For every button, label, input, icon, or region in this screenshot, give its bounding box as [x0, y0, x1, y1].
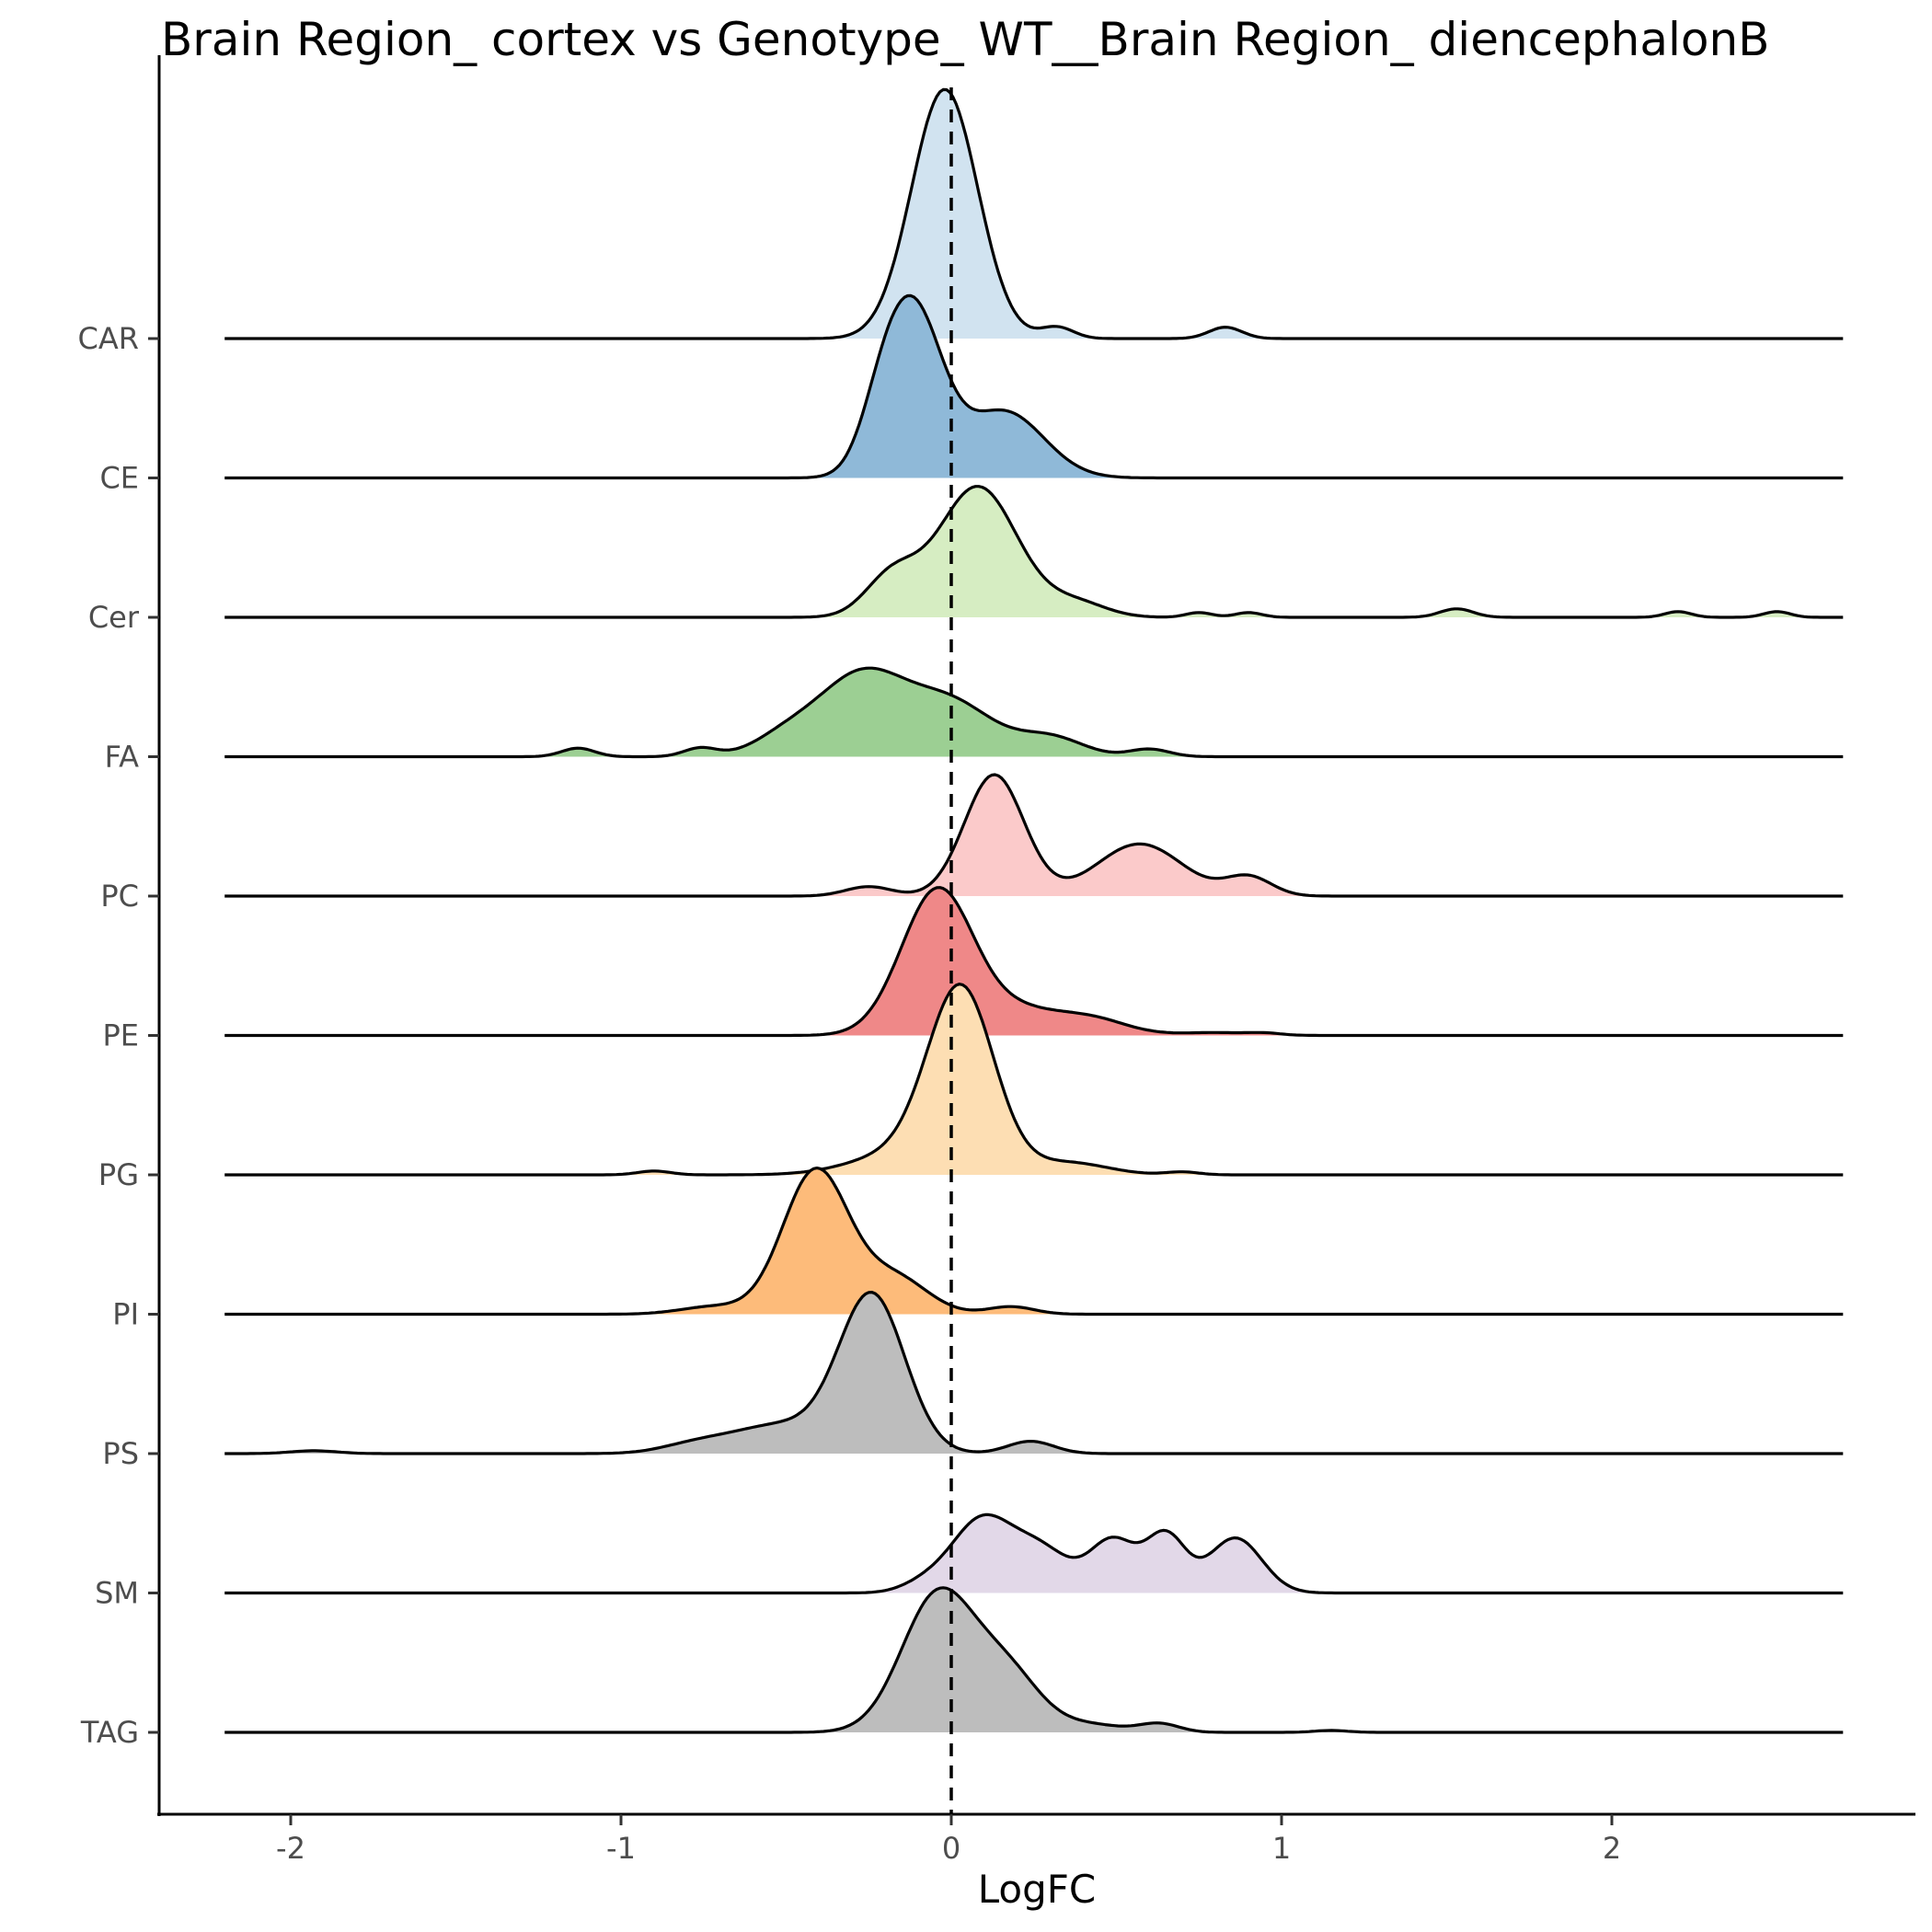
- ridge-fill-pc: [224, 775, 1844, 896]
- ridges-group: [224, 87, 1844, 1734]
- x-axis-ticks: -2 -1 0 1 2: [276, 1814, 1621, 1866]
- y-tick-label-cer: Cer: [88, 600, 140, 635]
- y-tick-label-ps: PS: [102, 1436, 139, 1471]
- y-tick-label-ce: CE: [99, 461, 139, 496]
- ridge-fill-tag: [224, 1587, 1844, 1732]
- chart-title: Brain Region_ cortex vs Genotype_ WT__Br…: [161, 13, 1769, 66]
- y-tick-label-pi: PI: [112, 1297, 139, 1332]
- ridge-outline-tag: [224, 1586, 1844, 1734]
- x-tick-label-0: 0: [942, 1831, 960, 1866]
- y-tick-label-tag: TAG: [80, 1715, 139, 1750]
- x-tick-label--1: -1: [606, 1831, 636, 1866]
- ridge-fill-cer: [224, 486, 1844, 617]
- y-tick-label-fa: FA: [105, 740, 139, 775]
- y-axis-ticks: CAR CE Cer FA PC PE PG PI PS SM TAG: [78, 321, 159, 1750]
- ridge-fill-ps: [224, 1292, 1844, 1454]
- ridge-outline-ce: [224, 293, 1844, 480]
- ridge-outline-pi: [224, 1167, 1844, 1317]
- ridge-outline-sm: [224, 1512, 1844, 1595]
- ridge-outline-ps: [224, 1291, 1844, 1455]
- ridge-fill-ce: [224, 295, 1844, 478]
- ridge-fill-pe: [224, 887, 1844, 1036]
- y-tick-label-sm: SM: [95, 1576, 139, 1611]
- x-tick-label-2: 2: [1603, 1831, 1621, 1866]
- y-tick-label-pc: PC: [100, 879, 139, 914]
- x-tick-label--2: -2: [276, 1831, 305, 1866]
- y-tick-label-car: CAR: [78, 321, 139, 356]
- ridge-outline-car: [224, 87, 1844, 340]
- x-tick-label-1: 1: [1272, 1831, 1291, 1866]
- ridge-fill-sm: [224, 1514, 1844, 1593]
- ridge-fill-fa: [224, 668, 1844, 757]
- ridge-outline-fa: [224, 666, 1844, 759]
- ridge-fill-pi: [224, 1167, 1844, 1315]
- y-tick-label-pg: PG: [98, 1157, 139, 1192]
- ridge-outline-pc: [224, 773, 1844, 898]
- x-axis-label: LogFC: [978, 1867, 1097, 1912]
- y-tick-label-pe: PE: [102, 1018, 139, 1053]
- ridge-fill-car: [224, 89, 1844, 339]
- ridge-outline-pg: [224, 983, 1844, 1177]
- ridge-outline-pe: [224, 886, 1844, 1038]
- ridge-outline-cer: [224, 485, 1844, 619]
